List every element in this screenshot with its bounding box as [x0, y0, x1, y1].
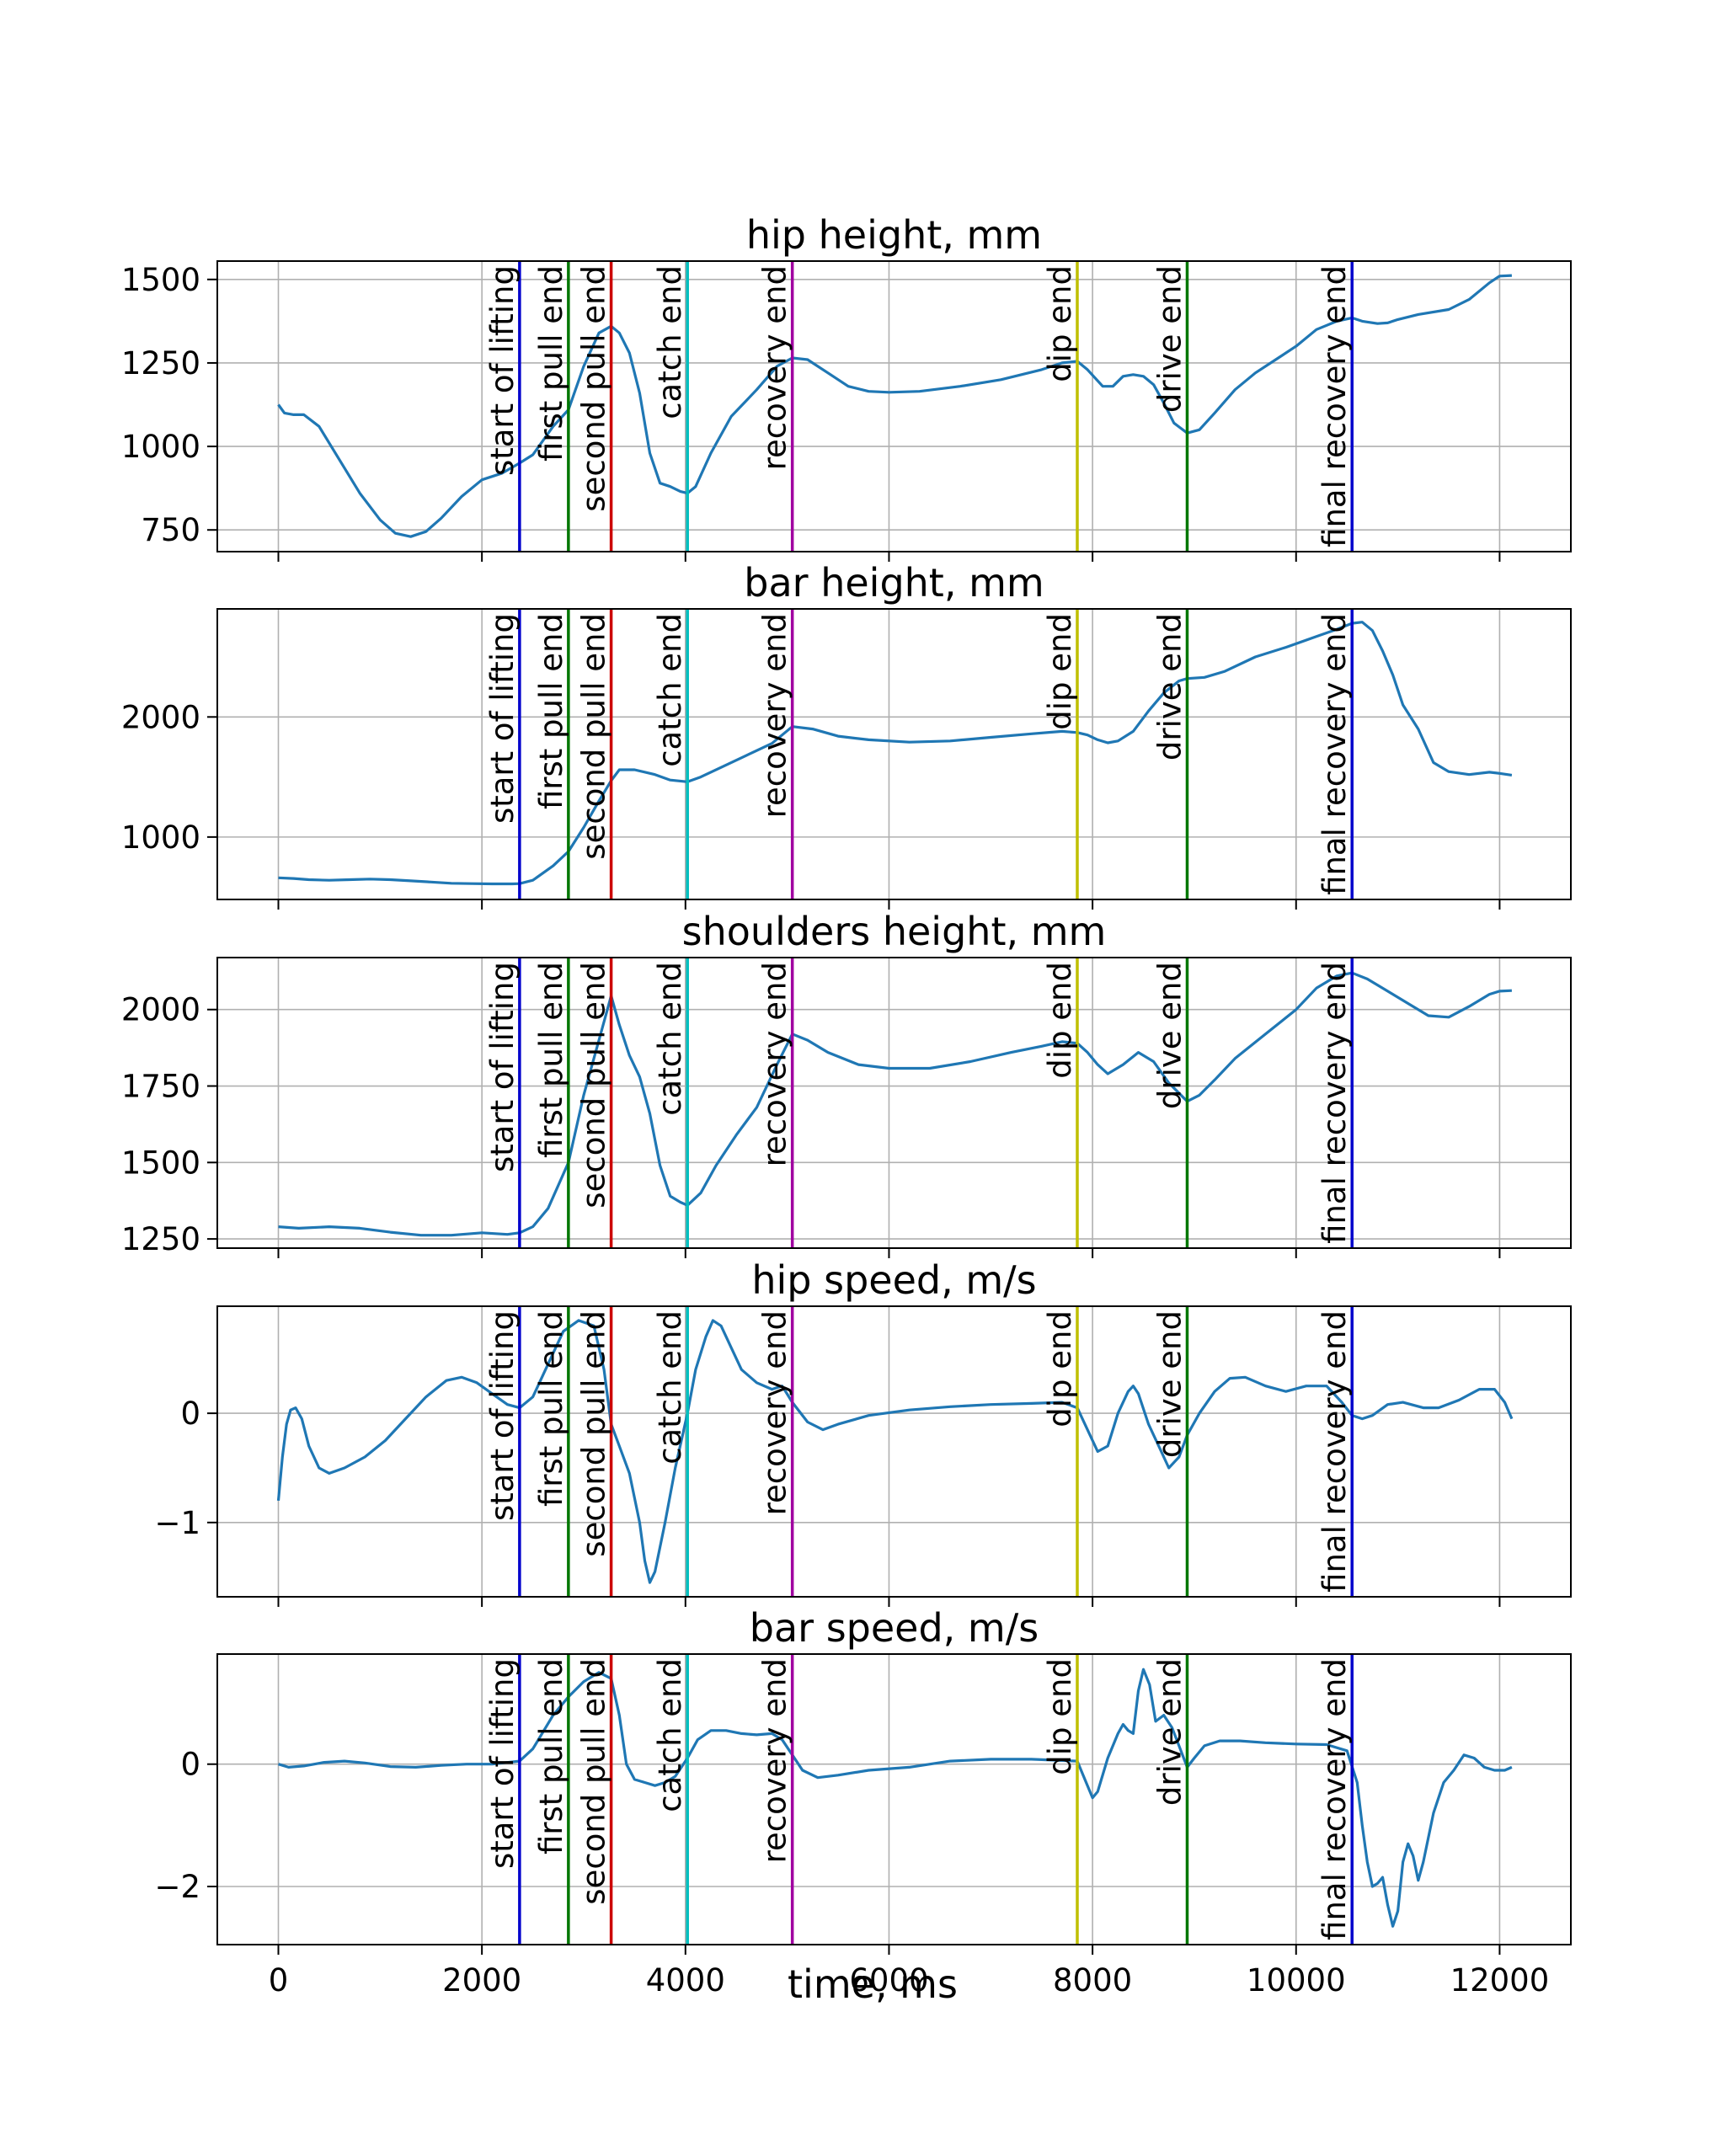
event-label: second pull end — [576, 1658, 612, 1905]
panel-title: bar speed, m/s — [750, 1605, 1039, 1651]
figure: start of lifting first pull end second pul… — [0, 0, 1725, 2156]
event-label: drive end — [1151, 1310, 1188, 1458]
panel-3: start of lifting first pull end second pul… — [154, 1257, 1571, 1607]
y-tick-label: 0 — [180, 1747, 200, 1783]
panel-title: bar height, mm — [744, 560, 1044, 606]
panel-frame — [217, 1306, 1571, 1597]
event-label: catch end — [652, 265, 688, 419]
event-label: drive end — [1151, 962, 1188, 1109]
event-label: dip end — [1042, 613, 1078, 730]
panel-frame — [217, 609, 1571, 899]
event-label: first pull end — [533, 265, 569, 462]
event-label: start of lifting — [484, 613, 521, 824]
event-label: start of lifting — [484, 1658, 521, 1869]
event-label: first pull end — [533, 613, 569, 809]
y-tick-label: 2000 — [121, 699, 200, 735]
panel-2: start of lifting first pull end second pul… — [121, 909, 1571, 1258]
event-label: second pull end — [576, 962, 612, 1209]
x-axis-label: time, ms — [788, 1961, 958, 2007]
x-tick-label: 12000 — [1450, 1962, 1550, 1999]
event-label: final recovery end — [1316, 265, 1353, 547]
event-label: first pull end — [533, 962, 569, 1158]
panel-frame — [217, 261, 1571, 552]
x-tick-label: 10000 — [1247, 1962, 1346, 1999]
event-label: final recovery end — [1316, 962, 1353, 1244]
event-label: dip end — [1042, 1310, 1078, 1428]
panel-1: start of lifting first pull end second pul… — [121, 560, 1571, 910]
event-label: recovery end — [757, 613, 793, 818]
x-tick-label: 0 — [269, 1962, 289, 1999]
event-label: final recovery end — [1316, 1658, 1353, 1940]
event-label: recovery end — [757, 1310, 793, 1515]
panel-title: shoulders height, mm — [682, 909, 1107, 954]
y-tick-label: 1750 — [121, 1069, 200, 1105]
event-label: catch end — [652, 1658, 688, 1812]
y-tick-label: 1250 — [121, 1221, 200, 1257]
panel-frame — [217, 1654, 1571, 1945]
event-label: second pull end — [576, 265, 612, 512]
event-label: final recovery end — [1316, 613, 1353, 895]
y-tick-label: 1000 — [121, 429, 200, 465]
event-label: second pull end — [576, 613, 612, 860]
event-label: start of lifting — [484, 1310, 521, 1521]
event-label: catch end — [652, 1310, 688, 1465]
event-label: start of lifting — [484, 265, 521, 476]
y-tick-label: 1500 — [121, 262, 200, 298]
panel-frame — [217, 958, 1571, 1248]
event-label: dip end — [1042, 1658, 1078, 1775]
event-label: catch end — [652, 962, 688, 1116]
event-label: drive end — [1151, 613, 1188, 760]
event-label: catch end — [652, 613, 688, 767]
event-label: dip end — [1042, 265, 1078, 382]
event-label: drive end — [1151, 1658, 1188, 1806]
y-tick-label: 0 — [180, 1396, 200, 1432]
event-label: start of lifting — [484, 962, 521, 1172]
x-tick-label: 2000 — [442, 1962, 521, 1999]
event-label: recovery end — [757, 265, 793, 470]
y-tick-label: 2000 — [121, 992, 200, 1028]
event-label: first pull end — [533, 1310, 569, 1507]
panel-title: hip speed, m/s — [751, 1257, 1036, 1303]
x-tick-label: 8000 — [1053, 1962, 1132, 1999]
event-label: recovery end — [757, 1658, 793, 1863]
y-tick-label: 1250 — [121, 345, 200, 382]
event-label: final recovery end — [1316, 1310, 1353, 1593]
x-tick-label: 4000 — [646, 1962, 725, 1999]
panel-0: start of lifting first pull end second pul… — [121, 212, 1571, 562]
event-label: dip end — [1042, 962, 1078, 1079]
event-label: recovery end — [757, 962, 793, 1166]
panel-4: start of lifting first pull end second pul… — [154, 1605, 1571, 1999]
event-label: drive end — [1151, 265, 1188, 413]
event-label: first pull end — [533, 1658, 569, 1854]
y-tick-label: −1 — [154, 1505, 200, 1541]
y-tick-label: 1000 — [121, 819, 200, 856]
event-label: second pull end — [576, 1310, 612, 1557]
panel-title: hip height, mm — [746, 212, 1042, 258]
y-tick-label: −2 — [154, 1869, 200, 1905]
y-tick-label: 1500 — [121, 1145, 200, 1181]
y-tick-label: 750 — [141, 512, 200, 548]
